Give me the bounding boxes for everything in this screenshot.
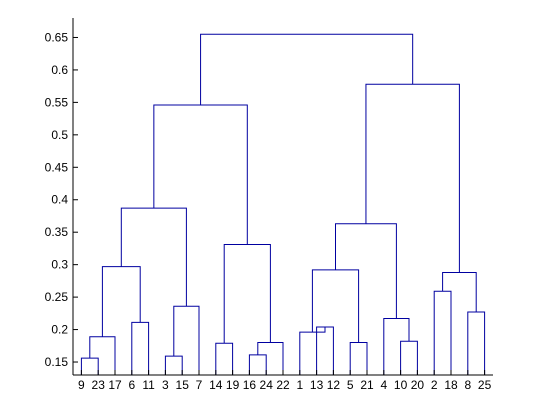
dendrogram-link [120,207,187,307]
leaf-label: 20 [411,378,425,392]
dendrogram-link [248,354,267,375]
dendrogram-link [433,290,452,375]
dendrogram-link [80,357,99,375]
leaf-label: 13 [310,378,324,392]
leaf-label: 8 [464,378,471,392]
dendrogram-link [365,83,460,273]
dendrogram-links [80,33,486,375]
x-axis-leaf-labels: 9 23 17 6 11 3 15 7 14 19 16 24 22 1 13 12 5 21 4 10 20 2 18 8 2… [78,370,492,392]
dendrogram-link [89,336,116,375]
dendrogram-link [257,342,284,375]
leaf-label: 9 [78,378,85,392]
dendrogram-link [164,355,183,375]
leaf-label: 24 [260,378,274,392]
dendrogram-link [101,266,141,337]
leaf-label: 21 [360,378,374,392]
leaf-label: 18 [444,378,458,392]
y-tick-label: 0.2 [51,323,68,337]
dendrogram-link [200,33,414,105]
leaf-label: 11 [142,378,155,392]
leaf-label: 10 [394,378,408,392]
y-tick-label: 0.45 [45,160,69,174]
y-tick-label: 0.65 [45,30,69,44]
leaf-label: 5 [347,378,354,392]
dendrogram-link [316,326,334,375]
leaf-label: 4 [380,378,387,392]
dendrogram-link [335,223,397,319]
leaf-label: 3 [162,378,169,392]
leaf-label: 23 [92,378,106,392]
y-axis-ticks: 0.15 0.2 0.25 0.3 0.35 0.4 0.45 0.5 0.55 0.6 0.65 [45,30,78,369]
y-tick-label: 0.55 [45,95,69,109]
dendrogram-link [215,342,234,375]
leaf-label: 6 [128,378,135,392]
y-tick-label: 0.25 [45,290,69,304]
dendrogram-link [299,326,326,375]
leaf-label: 1 [296,378,303,392]
dendrogram-link [442,271,477,313]
y-tick-label: 0.35 [45,225,69,239]
leaf-label: 25 [478,378,492,392]
dendrogram-link [467,311,486,375]
leaf-label: 19 [226,378,240,392]
leaf-label: 2 [431,378,438,392]
leaf-label: 14 [209,378,223,392]
dendrogram-link [400,340,418,375]
y-tick-label: 0.3 [51,258,68,272]
y-tick-label: 0.6 [51,63,68,77]
dendrogram-link [223,244,271,344]
leaf-label: 15 [176,378,190,392]
leaf-label: 12 [327,378,341,392]
y-tick-label: 0.15 [45,355,69,369]
plot-axes [72,18,493,376]
dendrogram-link [349,342,368,375]
y-tick-label: 0.4 [51,193,68,207]
leaf-label: 7 [196,378,203,392]
leaf-label: 17 [108,378,122,392]
dendrogram-link [383,318,410,375]
leaf-label: 16 [243,378,257,392]
y-tick-label: 0.5 [51,128,68,142]
dendrogram-link [153,104,248,245]
dendrogram-link [173,305,200,375]
leaf-label: 22 [276,378,290,392]
dendrogram-link [311,269,360,343]
dendrogram-link [131,321,150,375]
